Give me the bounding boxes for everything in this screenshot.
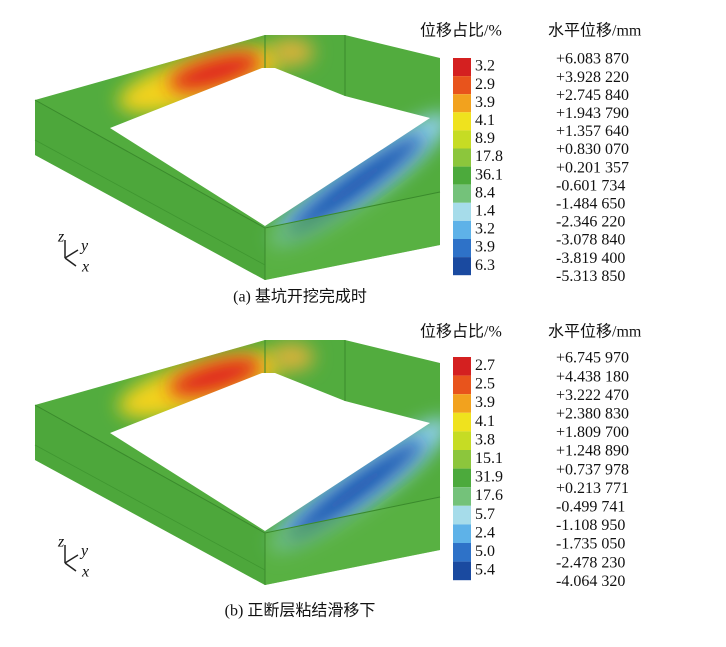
axis-label: z <box>57 229 65 246</box>
legend-swatch <box>453 412 471 432</box>
model-b <box>35 339 462 585</box>
displacement-value: +2.380 830 <box>556 405 629 422</box>
displacement-value: -4.064 320 <box>556 573 625 590</box>
legend-swatch <box>453 184 471 203</box>
legend-percentage: 2.9 <box>475 76 495 93</box>
displacement-value: -1.735 050 <box>556 536 625 553</box>
legend-swatch <box>453 468 471 488</box>
legend-percentage: 8.4 <box>475 184 495 201</box>
displacement-value: +3.222 470 <box>556 387 629 404</box>
legend-percentage: 3.2 <box>475 221 495 238</box>
legend-swatch <box>453 58 471 77</box>
legend-percentage: 8.9 <box>475 130 495 147</box>
displacement-value: +0.737 978 <box>556 461 629 478</box>
legend-percentage: 17.6 <box>475 487 503 504</box>
displacement-value: -2.478 230 <box>556 554 625 571</box>
legend-swatch <box>453 561 471 581</box>
displacement-value: +6.745 970 <box>556 350 629 367</box>
displacement-value: +0.213 771 <box>556 480 629 497</box>
legend-percentage: 31.9 <box>475 469 503 486</box>
legend-swatch <box>453 76 471 95</box>
legend-percentage: 3.2 <box>475 58 495 75</box>
displacement-value: -2.346 220 <box>556 214 625 231</box>
displacement-value: +1.248 890 <box>556 443 629 460</box>
legend-swatch <box>453 487 471 506</box>
legend-swatch <box>453 130 471 149</box>
legend-percentage: 5.7 <box>475 506 495 523</box>
displacement-value: +3.928 220 <box>556 69 629 86</box>
legend-percentage: 2.7 <box>475 357 495 374</box>
legend-swatch <box>453 202 471 221</box>
displacement-value: +4.438 180 <box>556 368 629 385</box>
displacement-value: -0.499 741 <box>556 498 625 515</box>
displacement-value: -3.819 400 <box>556 250 625 267</box>
legend-percentage: 3.8 <box>475 431 495 448</box>
axis-label: y <box>79 543 89 560</box>
displacement-value: -1.108 950 <box>556 517 625 534</box>
legend-percentage: 5.0 <box>475 543 495 560</box>
legend-swatch <box>453 431 471 450</box>
legend-swatch <box>453 148 471 167</box>
value-title: 水平位移/mm <box>548 22 642 40</box>
legend-percentage: 1.4 <box>475 203 495 220</box>
displacement-value: +1.357 640 <box>556 123 629 140</box>
legend-swatch <box>453 394 471 413</box>
legend-swatch <box>453 543 471 562</box>
displacement-value: -5.313 850 <box>556 268 625 285</box>
legend-title: 位移占比/% <box>420 323 502 341</box>
legend-swatch <box>453 450 471 469</box>
legend-percentage: 15.1 <box>475 450 503 467</box>
axis-label: x <box>81 259 89 276</box>
caption: (b) 正断层粘结滑移下 <box>225 602 376 620</box>
displacement-value: +6.083 870 <box>556 51 629 68</box>
axis-label: x <box>81 564 89 581</box>
legend-swatch <box>453 166 471 185</box>
legend-swatch <box>453 220 471 239</box>
legend-swatch <box>453 505 471 525</box>
legend-percentage: 3.9 <box>475 394 495 411</box>
caption: (a) 基坑开挖完成时 <box>233 288 367 306</box>
displacement-value: -0.601 734 <box>556 177 625 194</box>
legend-swatch <box>453 94 471 113</box>
legend-percentage: 17.8 <box>475 148 503 165</box>
legend-title: 位移占比/% <box>420 22 502 40</box>
legend-swatch <box>453 112 471 131</box>
axis-label: z <box>57 534 65 551</box>
displacement-value: -3.078 840 <box>556 232 625 249</box>
legend-percentage: 4.1 <box>475 112 495 129</box>
legend-swatch <box>453 375 471 395</box>
legend-swatch <box>453 239 471 258</box>
legend-percentage: 36.1 <box>475 166 503 183</box>
legend-swatch <box>453 524 471 543</box>
legend-percentage: 6.3 <box>475 257 495 274</box>
axis-label: y <box>79 238 89 255</box>
legend-percentage: 4.1 <box>475 413 495 430</box>
displacement-value: +1.809 700 <box>556 424 629 441</box>
legend-swatch <box>453 257 471 276</box>
legend-percentage: 2.4 <box>475 524 495 541</box>
displacement-value: +1.943 790 <box>556 105 629 122</box>
displacement-value: -1.484 650 <box>556 195 625 212</box>
displacement-value: +0.201 357 <box>556 159 629 176</box>
value-title: 水平位移/mm <box>548 323 642 341</box>
displacement-value: +0.830 070 <box>556 141 629 158</box>
displacement-value: +2.745 840 <box>556 87 629 104</box>
legend-percentage: 3.9 <box>475 94 495 111</box>
model-a <box>35 34 462 280</box>
legend-percentage: 2.5 <box>475 376 495 393</box>
legend-swatch <box>453 357 471 376</box>
legend-percentage: 3.9 <box>475 239 495 256</box>
legend-percentage: 5.4 <box>475 562 495 579</box>
